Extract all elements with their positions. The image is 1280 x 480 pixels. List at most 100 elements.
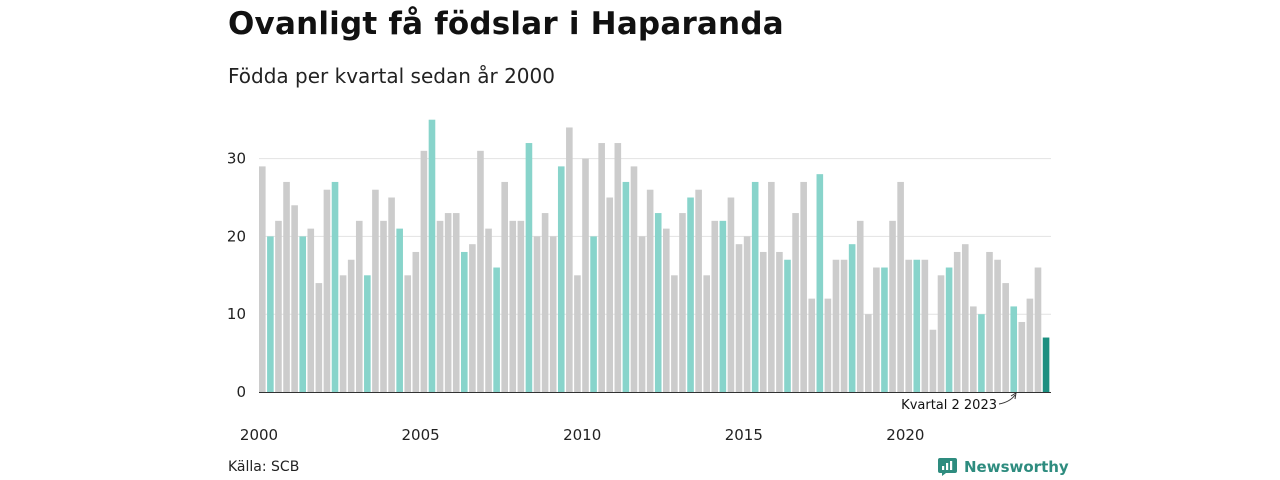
bar xyxy=(501,181,508,392)
bar xyxy=(582,158,589,392)
bar xyxy=(638,236,646,392)
bar xyxy=(461,251,468,392)
bar xyxy=(420,150,428,392)
x-tick-label: 2015 xyxy=(725,426,763,444)
bar xyxy=(267,236,274,392)
bar xyxy=(339,275,347,392)
bar xyxy=(275,220,282,392)
bar xyxy=(945,267,953,392)
bar xyxy=(388,197,395,392)
bar xyxy=(428,119,436,392)
bar xyxy=(533,236,541,392)
bar xyxy=(759,251,767,392)
bar xyxy=(937,275,945,392)
bar xyxy=(566,127,573,392)
bar xyxy=(800,181,807,392)
bar xyxy=(646,189,654,392)
bar xyxy=(808,298,816,392)
bar xyxy=(711,220,719,392)
bar xyxy=(978,314,985,392)
bar xyxy=(663,228,670,392)
bar xyxy=(768,181,775,392)
bar xyxy=(331,181,339,392)
bar xyxy=(897,181,904,392)
bar xyxy=(477,150,484,392)
annotation-label: Kvartal 2 2023 xyxy=(901,398,997,413)
bar xyxy=(840,259,848,392)
bar xyxy=(994,259,1001,392)
bar xyxy=(525,143,533,392)
bar xyxy=(1042,337,1050,392)
bar xyxy=(323,189,331,392)
bar xyxy=(743,236,751,392)
bar xyxy=(792,213,799,392)
bar xyxy=(283,181,290,392)
bar xyxy=(347,259,355,392)
bar xyxy=(452,213,460,392)
bar xyxy=(816,174,824,392)
bar xyxy=(654,213,662,392)
bar xyxy=(355,220,363,392)
bar xyxy=(687,197,694,392)
bar xyxy=(614,143,622,392)
x-tick-label: 2020 xyxy=(886,426,924,444)
bar xyxy=(751,181,759,392)
bar xyxy=(776,251,783,392)
bar xyxy=(364,275,371,392)
bar xyxy=(598,143,605,392)
bar xyxy=(606,197,614,392)
bar xyxy=(848,244,856,392)
bar xyxy=(574,275,581,392)
x-tick-labels: 2000 2005 2010 2015 2020 xyxy=(240,426,925,444)
source-note: Källa: SCB xyxy=(228,459,300,475)
bar xyxy=(469,244,476,392)
bar xyxy=(695,189,702,392)
x-tick-label: 2005 xyxy=(402,426,440,444)
bar xyxy=(719,220,727,392)
bar xyxy=(832,259,840,392)
bar xyxy=(913,259,921,392)
bar xyxy=(735,244,743,392)
bar xyxy=(315,283,323,392)
bar xyxy=(307,228,315,392)
x-tick-label: 2010 xyxy=(563,426,601,444)
bar xyxy=(727,197,735,392)
bar xyxy=(961,244,969,392)
chart-title: Ovanligt få födslar i Haparanda xyxy=(228,6,784,42)
bar xyxy=(1002,283,1009,392)
bar xyxy=(679,213,686,392)
bar xyxy=(412,251,420,392)
y-tick-label: 30 xyxy=(227,150,246,168)
bar xyxy=(590,236,597,392)
bar xyxy=(1018,321,1026,392)
bar xyxy=(485,228,492,392)
bar xyxy=(856,220,864,392)
bar xyxy=(889,220,896,392)
bar xyxy=(630,166,638,392)
bar xyxy=(372,189,379,392)
bar xyxy=(622,181,630,392)
bar xyxy=(784,259,791,392)
bar xyxy=(259,166,266,392)
x-tick-label: 2000 xyxy=(240,426,278,444)
bar xyxy=(873,267,880,392)
y-tick-label: 20 xyxy=(227,227,246,245)
bar xyxy=(436,220,444,392)
bar xyxy=(1034,267,1042,392)
bar xyxy=(541,213,549,392)
bar xyxy=(380,220,387,392)
bar xyxy=(671,275,678,392)
annotation-arrowhead xyxy=(1010,392,1017,400)
bar xyxy=(921,259,929,392)
bar xyxy=(1010,306,1018,392)
bar xyxy=(824,298,832,392)
bar xyxy=(929,329,937,392)
y-tick-labels: 0 10 20 30 xyxy=(227,150,246,401)
newsworthy-logo-icon xyxy=(938,458,957,476)
bar xyxy=(881,267,888,392)
chart-subtitle: Födda per kvartal sedan år 2000 xyxy=(228,64,555,88)
bar xyxy=(396,228,403,392)
bar xyxy=(549,236,557,392)
bar xyxy=(970,306,977,392)
bar xyxy=(557,166,565,392)
